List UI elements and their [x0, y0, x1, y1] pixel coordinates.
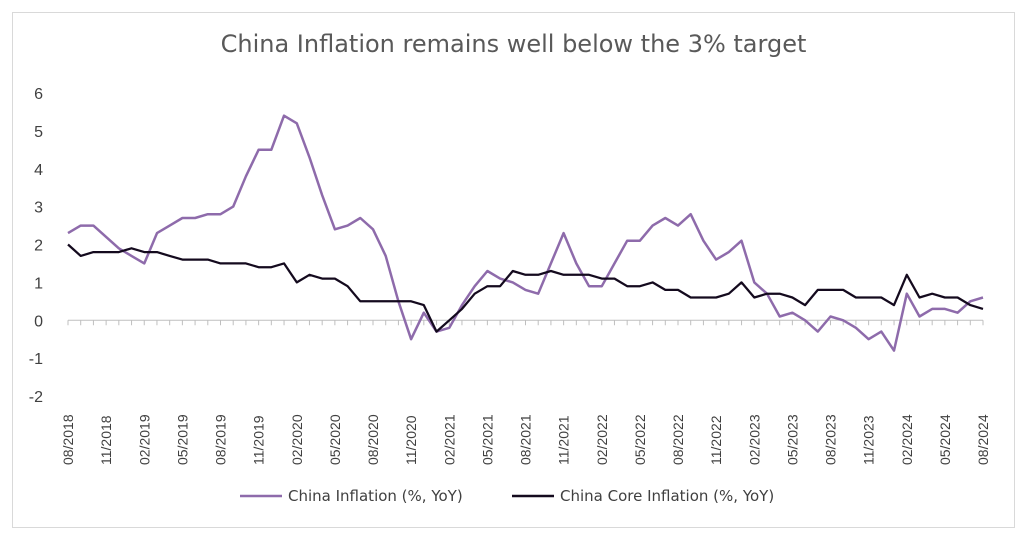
x-tick-label: 11/2020: [403, 415, 419, 465]
series-line-china-core-inflation: [67, 243, 984, 333]
x-tick-label: 11/2019: [251, 415, 267, 465]
x-tick-label: 08/2018: [60, 414, 76, 465]
x-tick-label: 08/2022: [670, 414, 686, 465]
x-tick-label: 05/2023: [784, 414, 800, 465]
x-tick-label: 02/2022: [594, 414, 610, 465]
x-tick-label: 05/2022: [632, 414, 648, 465]
y-tick-label: 0: [34, 313, 43, 330]
y-axis: -2 -1 0 1 2 3 4 5 6: [29, 86, 43, 406]
x-tick-label: 02/2019: [136, 414, 152, 465]
y-tick-label: 4: [34, 162, 43, 179]
chart-frame: [12, 12, 1015, 528]
y-tick-label: 3: [34, 200, 43, 217]
legend: China Inflation (%, YoY) China Core Infla…: [240, 487, 774, 505]
x-tick-label: 05/2024: [937, 414, 953, 465]
chart-title: China Inflation remains well below the 3…: [220, 30, 807, 58]
legend-label: China Core Inflation (%, YoY): [560, 487, 774, 505]
legend-label: China Inflation (%, YoY): [288, 487, 463, 505]
y-tick-label: -2: [29, 389, 43, 406]
x-tick-label: 08/2021: [518, 414, 534, 465]
y-tick-label: -1: [29, 351, 43, 368]
x-tick-label: 11/2018: [98, 415, 114, 465]
y-tick-label: 5: [34, 124, 43, 141]
x-tick-label: 08/2020: [365, 414, 381, 465]
x-tick-label: 02/2021: [441, 414, 457, 465]
x-tick-label: 08/2019: [213, 414, 229, 465]
x-tick-label: 08/2024: [975, 414, 991, 465]
y-tick-label: 1: [34, 275, 43, 292]
x-tick-label: 02/2024: [899, 414, 915, 465]
x-axis: 08/2018 11/2018 02/2019 05/2019 08/2019 11/20…: [60, 319, 991, 465]
x-tick-label: 11/2021: [556, 415, 572, 465]
x-tick-label: 02/2023: [746, 414, 762, 465]
x-tick-label: 11/2022: [708, 415, 724, 465]
y-tick-label: 6: [34, 86, 43, 103]
x-tick-label: 05/2019: [174, 414, 190, 465]
x-tick-label: 08/2023: [823, 414, 839, 465]
x-tick-label: 11/2023: [861, 415, 877, 465]
x-tick-label: 05/2020: [327, 414, 343, 465]
x-tick-label: 05/2021: [479, 414, 495, 465]
series-lines: [67, 114, 984, 352]
y-tick-label: 2: [34, 238, 43, 255]
x-tick-label: 02/2020: [289, 414, 305, 465]
series-line-china-inflation: [67, 114, 984, 352]
